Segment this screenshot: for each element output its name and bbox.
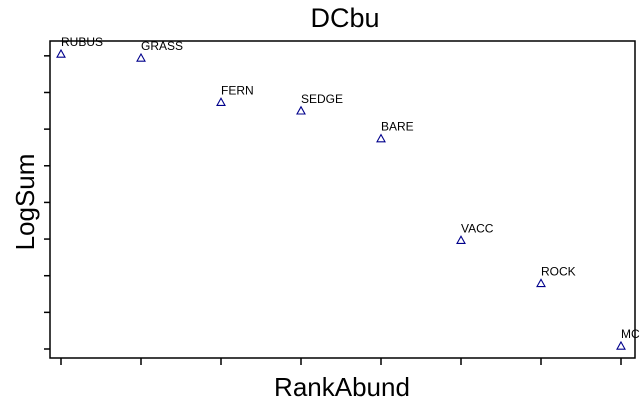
- data-point: MC: [616, 327, 640, 350]
- point-marker: [136, 52, 146, 62]
- data-point: GRASS: [136, 39, 183, 62]
- x-axis-label: RankAbund: [274, 372, 410, 402]
- data-point: VACC: [456, 221, 494, 245]
- data-point: RUBUS: [56, 35, 103, 58]
- axes: [44, 40, 636, 365]
- y-axis-label: LogSum: [10, 154, 40, 251]
- point-marker: [456, 235, 466, 245]
- data-point: BARE: [376, 120, 414, 143]
- point-marker: [56, 48, 66, 58]
- data-point: ROCK: [536, 264, 576, 288]
- point-label: SEDGE: [301, 92, 343, 106]
- data-point: FERN: [216, 83, 254, 107]
- point-label: ROCK: [541, 264, 576, 278]
- point-marker: [296, 105, 306, 115]
- data-marks: RUBUS GRASS FERN SEDGE BARE VACC ROCK MC: [56, 35, 640, 350]
- point-label: FERN: [221, 83, 254, 97]
- data-point: SEDGE: [296, 92, 343, 115]
- plot-frame: [49, 40, 636, 359]
- chart-title: DCbu: [310, 3, 379, 33]
- point-marker: [216, 97, 226, 107]
- point-marker: [536, 278, 546, 288]
- point-label: MC: [621, 327, 640, 341]
- point-marker: [616, 340, 626, 350]
- point-label: BARE: [381, 120, 414, 134]
- point-label: VACC: [461, 221, 494, 235]
- point-label: GRASS: [141, 39, 183, 53]
- point-label: RUBUS: [61, 35, 103, 49]
- point-marker: [376, 133, 386, 143]
